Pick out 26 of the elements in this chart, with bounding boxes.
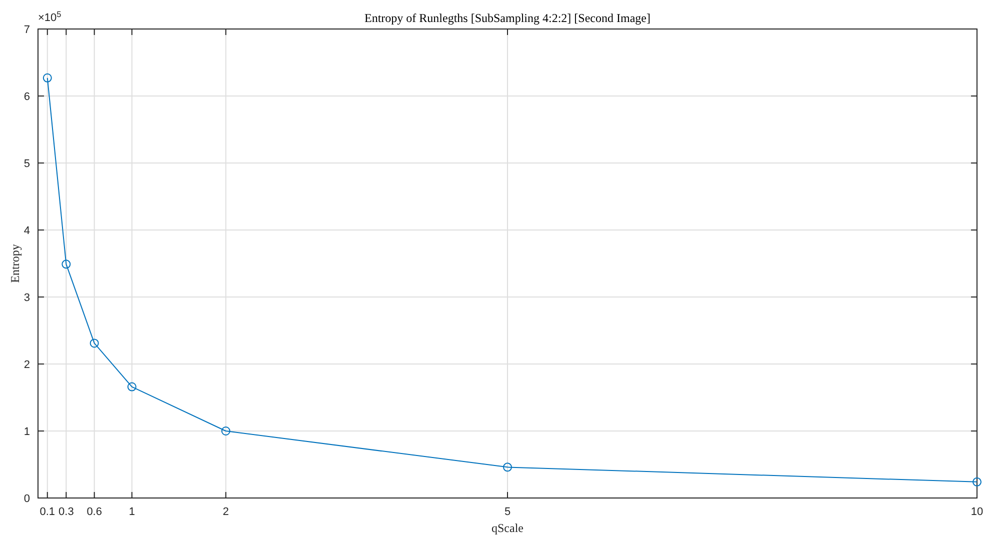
point xyxy=(503,462,512,472)
point xyxy=(221,426,230,436)
y-tick-label: 6 xyxy=(24,91,30,103)
point xyxy=(90,338,99,348)
y-tick-label: 1 xyxy=(24,426,30,438)
x-tick-label: 5 xyxy=(504,506,511,518)
point xyxy=(972,477,982,486)
y-tick-label: 3 xyxy=(24,292,30,304)
y-tick-label: 7 xyxy=(24,24,30,36)
x-tick-label: 0.6 xyxy=(86,506,102,518)
point xyxy=(62,260,71,269)
x-tick-label: 2 xyxy=(222,506,229,518)
x-tick-label: 0.1 xyxy=(40,506,56,518)
y-tick-label: 4 xyxy=(24,225,30,237)
x-axis-title: qScale xyxy=(492,521,524,535)
chart-title: Entropy of Runlegths [SubSampling 4:2:2] [Second Image] xyxy=(364,11,650,25)
x-tick-label: 10 xyxy=(970,506,984,518)
x-tick-label: 1 xyxy=(128,506,135,518)
y-axis-title: Entropy xyxy=(8,244,22,283)
y-tick-label: 5 xyxy=(24,158,30,170)
point xyxy=(127,382,136,392)
text: ×10$^{5}$ xyxy=(38,10,62,24)
y-tick-label: 2 xyxy=(24,359,30,371)
x-tick-label: 0.3 xyxy=(58,506,74,518)
point xyxy=(42,73,52,82)
y-tick-label: 0 xyxy=(24,493,30,505)
